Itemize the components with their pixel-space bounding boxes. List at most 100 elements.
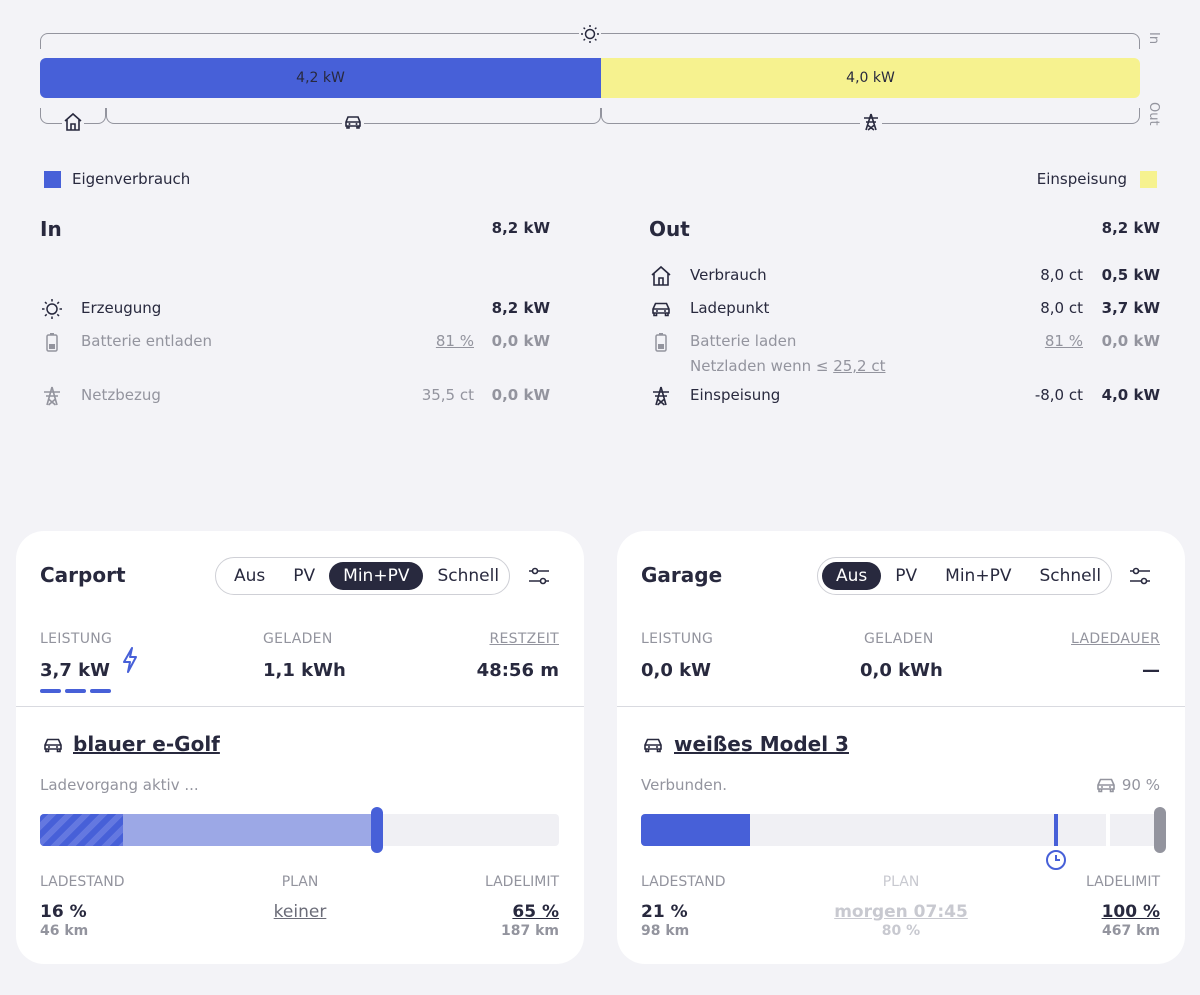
mode-minpv-button[interactable]: Min+PV <box>945 566 1012 586</box>
in-row-label-battery: Batterie entladen <box>81 332 213 350</box>
self-consumption-legend-label: Eigenverbrauch <box>72 170 191 188</box>
grid-tower-icon <box>860 111 882 133</box>
limit-label: LADELIMIT <box>484 874 559 890</box>
loadpoint-card-carport: Carport Aus PV Min+PV Schnell LEISTUNG 3… <box>16 531 584 964</box>
car-icon <box>44 738 62 753</box>
feed-in-legend-label: Einspeisung <box>1036 170 1127 188</box>
mode-fast-button[interactable]: Schnell <box>437 566 500 586</box>
vehicle-name-link[interactable]: blauer e-Golf <box>73 732 220 756</box>
mode-off-button[interactable]: Aus <box>822 562 882 590</box>
mode-fast-button[interactable]: Schnell <box>1039 566 1102 586</box>
out-row-value-chargepoint: 3,7 kW <box>1101 299 1160 317</box>
soc-value: 16 % <box>40 902 87 922</box>
plan-target-soc: 80 % <box>881 923 921 939</box>
in-total: 8,2 kW <box>491 219 550 237</box>
plan-link[interactable]: morgen 07:45 <box>834 902 968 922</box>
grid-tower-icon <box>653 386 669 406</box>
flow-in-label: In <box>1146 32 1161 45</box>
out-row-value-battery: 0,0 kW <box>1101 332 1160 350</box>
in-row-value-grid: 0,0 kW <box>491 386 550 404</box>
loadpoint-title: Carport <box>40 563 126 587</box>
soc-bar-track-beyond-vehicle-limit <box>1110 814 1160 846</box>
charge-limit-link[interactable]: 100 % <box>1101 902 1160 922</box>
out-row-detail-chargepoint: 8,0 ct <box>1040 299 1083 317</box>
charged-label: GELADEN <box>263 631 333 647</box>
flow-out-label: Out <box>1146 102 1161 126</box>
charge-limit-link[interactable]: 65 % <box>512 902 559 922</box>
soc-label: LADESTAND <box>641 874 726 890</box>
charged-value: 0,0 kWh <box>860 660 943 681</box>
soc-bar[interactable] <box>40 814 559 846</box>
battery-soc-link-out[interactable]: 81 % <box>1044 332 1083 350</box>
grid-charge-limit-link[interactable]: 25,2 ct <box>833 357 886 375</box>
sun-icon <box>579 23 601 45</box>
charging-status: Ladevorgang aktiv ... <box>40 776 199 794</box>
charge-duration-label[interactable]: LADEDAUER <box>1071 631 1160 647</box>
loadpoint-title: Garage <box>641 563 723 587</box>
charged-label: GELADEN <box>864 631 934 647</box>
out-title: Out <box>649 217 690 241</box>
out-total: 8,2 kW <box>1101 219 1160 237</box>
mode-selector: Aus PV Min+PV Schnell <box>817 557 1112 595</box>
in-row-value-battery: 0,0 kW <box>491 332 550 350</box>
vehicle-name-link[interactable]: weißes Model 3 <box>674 732 849 756</box>
self-consumption-legend-swatch <box>44 171 61 188</box>
in-row-label-grid: Netzbezug <box>81 386 161 404</box>
battery-icon <box>46 333 58 352</box>
out-row-label-feedin: Einspeisung <box>690 386 781 404</box>
self-consumption-bar: 4,2 kW <box>40 58 601 98</box>
out-row-label-chargepoint: Ladepunkt <box>690 299 770 317</box>
mode-minpv-button[interactable]: Min+PV <box>329 562 424 590</box>
settings-sliders-icon[interactable] <box>527 565 551 587</box>
out-row-detail-feedin: -8,0 ct <box>1034 386 1083 404</box>
plan-label: PLAN <box>281 874 319 890</box>
soc-bar-current-fill <box>40 814 123 846</box>
mode-selector: Aus PV Min+PV Schnell <box>215 557 510 595</box>
settings-sliders-icon[interactable] <box>1128 565 1152 587</box>
battery-soc-link[interactable]: 81 % <box>435 332 474 350</box>
grid-charge-hint: Netzladen wenn ≤ 25,2 ct <box>690 355 886 377</box>
car-icon <box>1097 778 1115 793</box>
in-row-detail-grid: 35,5 ct <box>421 386 474 404</box>
charge-limit-slider-handle[interactable] <box>1154 807 1166 853</box>
out-row-value-consumption: 0,5 kW <box>1101 266 1160 284</box>
out-row-detail-consumption: 8,0 ct <box>1040 266 1083 284</box>
power-value: 3,7 kW <box>40 660 110 681</box>
car-icon <box>652 302 670 317</box>
plan-label: PLAN <box>882 874 920 890</box>
soc-value: 21 % <box>641 902 688 922</box>
remaining-time-label[interactable]: RESTZEIT <box>489 631 559 647</box>
lightning-icon <box>123 647 137 673</box>
mode-off-button[interactable]: Aus <box>234 566 266 586</box>
out-row-label-battery: Batterie laden <box>690 332 797 350</box>
in-row-value-generation: 8,2 kW <box>491 299 550 317</box>
soc-label: LADESTAND <box>40 874 125 890</box>
mode-pv-button[interactable]: PV <box>895 566 918 586</box>
grid-charge-prefix: Netzladen wenn ≤ <box>690 357 834 375</box>
soc-bar[interactable] <box>641 814 1160 846</box>
charge-limit-slider-handle[interactable] <box>371 807 383 853</box>
car-icon <box>342 111 364 133</box>
soc-range: 98 km <box>641 923 690 939</box>
power-label: LEISTUNG <box>641 631 714 647</box>
plan-link[interactable]: keiner <box>273 902 327 922</box>
divider <box>16 706 584 707</box>
charging-indicator <box>40 689 111 693</box>
sun-icon <box>42 299 62 319</box>
mode-pv-button[interactable]: PV <box>293 566 316 586</box>
limit-label: LADELIMIT <box>1085 874 1160 890</box>
in-row-label-generation: Erzeugung <box>81 299 162 317</box>
charge-duration-value: — <box>1142 660 1160 681</box>
remaining-time-value: 48:56 m <box>476 660 559 681</box>
charged-value: 1,1 kWh <box>263 660 346 681</box>
divider <box>617 706 1185 707</box>
feed-in-bar: 4,0 kW <box>601 58 1140 98</box>
in-title: In <box>40 217 62 241</box>
power-label: LEISTUNG <box>40 631 113 647</box>
house-icon <box>651 265 671 286</box>
feed-in-legend-swatch <box>1140 171 1157 188</box>
limit-range: 187 km <box>501 923 559 939</box>
clock-icon <box>1046 850 1066 870</box>
charging-status: Verbunden. <box>641 776 728 794</box>
battery-icon <box>655 333 667 352</box>
